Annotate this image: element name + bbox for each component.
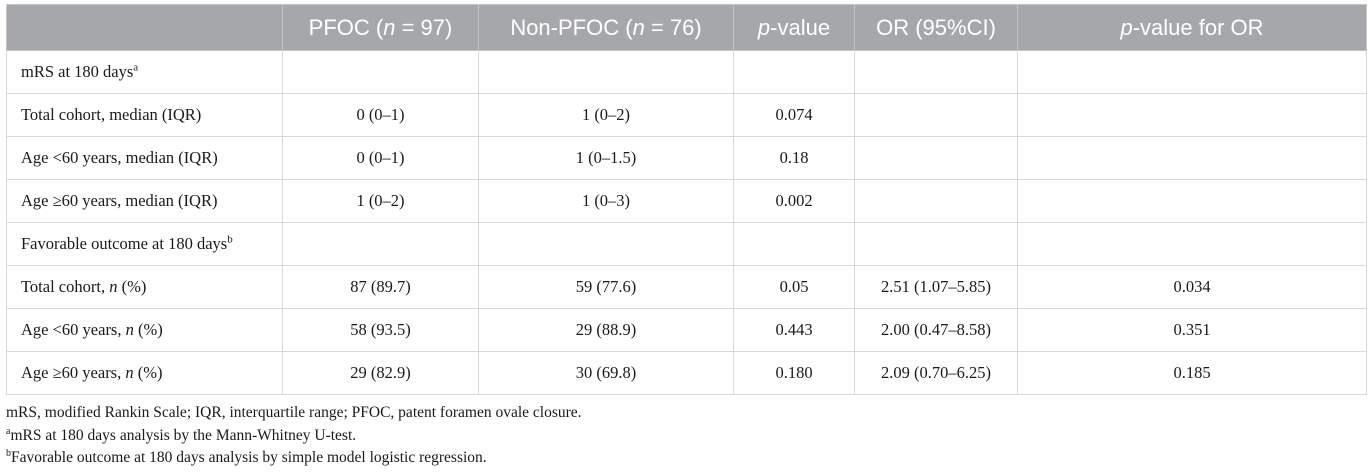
table-row: Total cohort, median (IQR) 0 (0–1) 1 (0–… [6,93,1367,137]
row-label: Age <60 years, n (%) [6,308,283,352]
cell-pfoc: 29 (82.9) [282,351,479,395]
cell-pfoc: 87 (89.7) [282,265,479,309]
row-label: Total cohort, n (%) [6,265,283,309]
cell-p-value-or [1017,136,1367,180]
cell-empty [1017,222,1367,266]
cell-p-value-or: 0.351 [1017,308,1367,352]
header-non-pfoc: Non-PFOC (n = 76) [478,4,734,51]
table-row: Age <60 years, n (%) 58 (93.5) 29 (88.9)… [6,308,1367,352]
cell-empty [478,50,734,94]
cell-non-pfoc: 59 (77.6) [478,265,734,309]
cell-or: 2.51 (1.07–5.85) [854,265,1018,309]
header-or: OR (95%CI) [854,4,1018,51]
cell-p-value-or [1017,93,1367,137]
row-label: Age ≥60 years, median (IQR) [6,179,283,223]
cell-non-pfoc: 1 (0–1.5) [478,136,734,180]
cell-non-pfoc: 1 (0–3) [478,179,734,223]
table-header-row: PFOC (n = 97) Non-PFOC (n = 76) p-value … [6,4,1367,51]
cell-p-value-or [1017,179,1367,223]
table-footnotes: mRS, modified Rankin Scale; IQR, interqu… [6,402,582,470]
header-p-value-or: p-value for OR [1017,4,1367,51]
cell-empty [478,222,734,266]
footnote-b: bFavorable outcome at 180 days analysis … [6,447,487,466]
table-row: Age ≥60 years, median (IQR) 1 (0–2) 1 (0… [6,179,1367,223]
footnote-abbreviations: mRS, modified Rankin Scale; IQR, interqu… [6,404,582,421]
table-row-section-mrs: mRS at 180 daysa [6,50,1367,94]
cell-p-value: 0.002 [733,179,855,223]
row-label: Age <60 years, median (IQR) [6,136,283,180]
header-p-value: p-value [733,4,855,51]
cell-empty [282,222,479,266]
header-blank [6,4,283,51]
cell-non-pfoc: 30 (69.8) [478,351,734,395]
cell-or [854,179,1018,223]
header-pfoc: PFOC (n = 97) [282,4,479,51]
cell-p-value-or: 0.185 [1017,351,1367,395]
cell-p-value: 0.074 [733,93,855,137]
table-row: Total cohort, n (%) 87 (89.7) 59 (77.6) … [6,265,1367,309]
cell-empty [1017,50,1367,94]
cell-pfoc: 1 (0–2) [282,179,479,223]
table-row-section-favorable: Favorable outcome at 180 daysb [6,222,1367,266]
cell-pfoc: 0 (0–1) [282,136,479,180]
cell-or: 2.00 (0.47–8.58) [854,308,1018,352]
cell-empty [854,222,1018,266]
cell-non-pfoc: 1 (0–2) [478,93,734,137]
cell-pfoc: 0 (0–1) [282,93,479,137]
cell-p-value: 0.05 [733,265,855,309]
cell-p-value: 0.443 [733,308,855,352]
cell-p-value-or: 0.034 [1017,265,1367,309]
cell-non-pfoc: 29 (88.9) [478,308,734,352]
cell-or: 2.09 (0.70–6.25) [854,351,1018,395]
table-row: Age <60 years, median (IQR) 0 (0–1) 1 (0… [6,136,1367,180]
cell-empty [854,50,1018,94]
cell-or [854,93,1018,137]
cell-empty [733,50,855,94]
cell-pfoc: 58 (93.5) [282,308,479,352]
table-row: Age ≥60 years, n (%) 29 (82.9) 30 (69.8)… [6,351,1367,395]
row-label: mRS at 180 daysa [6,50,283,94]
results-table: PFOC (n = 97) Non-PFOC (n = 76) p-value … [6,4,1367,395]
cell-empty [733,222,855,266]
row-label: Total cohort, median (IQR) [6,93,283,137]
footnote-a: amRS at 180 days analysis by the Mann-Wh… [6,425,357,444]
cell-or [854,136,1018,180]
cell-p-value: 0.18 [733,136,855,180]
row-label: Age ≥60 years, n (%) [6,351,283,395]
row-label: Favorable outcome at 180 daysb [6,222,283,266]
cell-empty [282,50,479,94]
cell-p-value: 0.180 [733,351,855,395]
